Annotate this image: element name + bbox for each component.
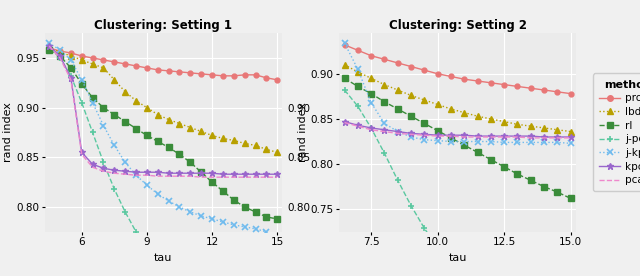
Y-axis label: rand index: rand index: [3, 103, 13, 162]
Y-axis label: rand index: rand index: [298, 103, 308, 162]
X-axis label: tau: tau: [154, 253, 172, 263]
Legend: prop, lbdm, rl, j-pca, j-kpca, kpca, pca: prop, lbdm, rl, j-pca, j-kpca, kpca, pca: [593, 73, 640, 192]
Title: Clustering: Setting 2: Clustering: Setting 2: [388, 19, 527, 32]
Title: Clustering: Setting 1: Clustering: Setting 1: [94, 19, 232, 32]
X-axis label: tau: tau: [449, 253, 467, 263]
